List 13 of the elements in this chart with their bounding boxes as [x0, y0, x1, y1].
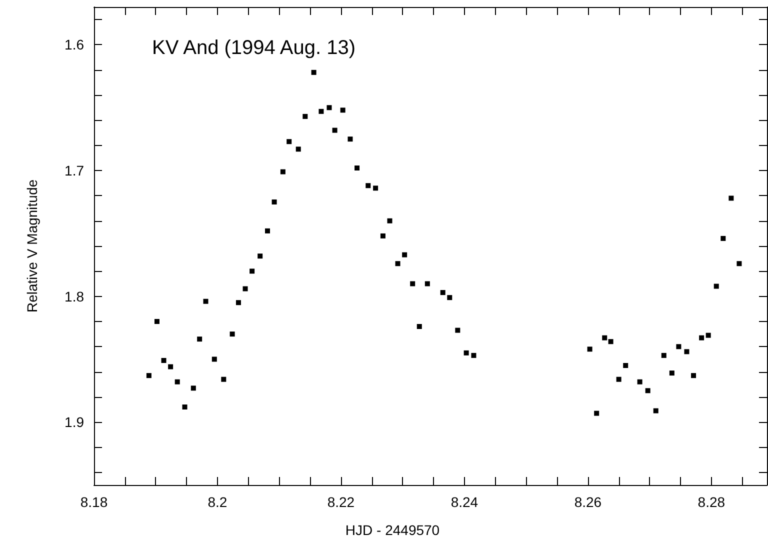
y-tick-label: 1.6 [64, 36, 84, 53]
x-tick-label: 8.26 [574, 494, 602, 510]
x-tick-label: 8.22 [327, 494, 355, 510]
y-tick-label: 1.9 [64, 414, 84, 430]
y-tick-label: 1.8 [64, 288, 84, 304]
x-tick-label: 8.24 [450, 494, 478, 510]
x-tick-label: 8.2 [208, 494, 228, 510]
text: KV And (1994 Aug. 13) [152, 37, 356, 59]
y-tick-label: 1.7 [64, 162, 84, 179]
x-tick-label: 8.28 [698, 494, 726, 510]
y-axis-title: Relative V Magnitude [24, 179, 40, 313]
x-tick-label: 8.18 [80, 494, 108, 510]
x-axis-title: HJD - 2449570 [345, 522, 440, 538]
